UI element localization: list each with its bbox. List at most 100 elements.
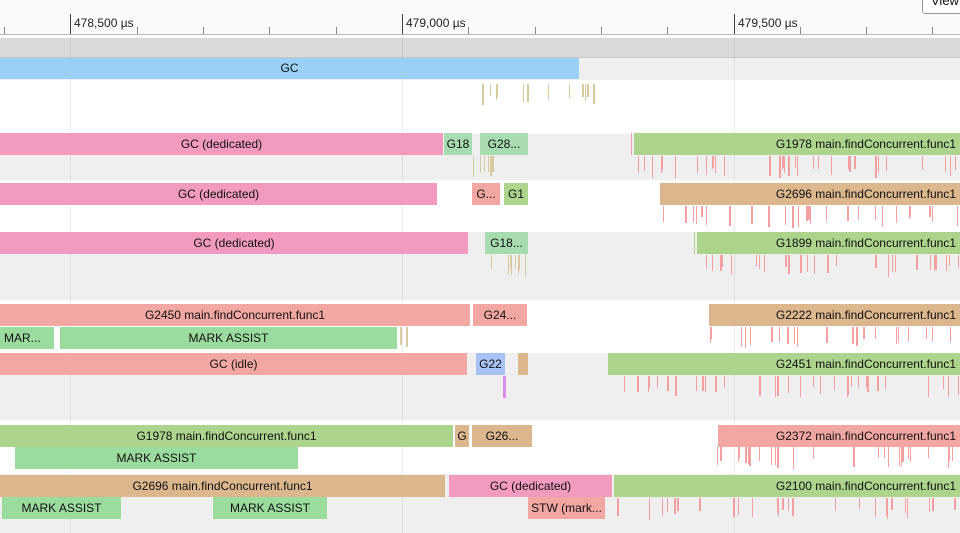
event-tick: [741, 327, 742, 347]
event-tick: [738, 447, 739, 461]
event-tick: [777, 447, 778, 468]
overview-strip[interactable]: [0, 38, 960, 58]
event-tick: [908, 327, 909, 341]
slice-goroutine[interactable]: G2372 main.findConcurrent.func1: [718, 425, 960, 447]
slice-goroutine[interactable]: G2451 main.findConcurrent.func1: [608, 353, 960, 375]
event-tick: [745, 327, 746, 348]
event-tick: [785, 206, 786, 225]
mark-assist-slice[interactable]: MARK ASSIST: [60, 327, 397, 349]
slice-goroutine[interactable]: G1899 main.findConcurrent.func1: [697, 232, 960, 254]
slice-gc-dedicated[interactable]: GC (dedicated): [0, 183, 437, 205]
event-tick: [587, 84, 589, 97]
mark-assist-slice[interactable]: MARK ASSIST: [15, 447, 298, 469]
ruler-minor-tick: [269, 27, 270, 34]
event-tick: [585, 84, 586, 101]
mark-assist-slice[interactable]: MAR...: [0, 327, 54, 349]
event-tick: [957, 206, 958, 226]
slice-goroutine[interactable]: G22: [476, 353, 505, 375]
slice-goroutine[interactable]: G1978 main.findConcurrent.func1: [0, 425, 453, 447]
view-button[interactable]: View: [922, 0, 960, 14]
event-tick: [685, 206, 687, 223]
slice-goroutine[interactable]: G28...: [480, 133, 528, 155]
event-tick: [523, 84, 524, 102]
event-tick: [854, 447, 855, 466]
event-tick: [858, 206, 859, 220]
slice-gc-dedicated[interactable]: GC (dedicated): [0, 232, 468, 254]
event-tick: [482, 84, 484, 105]
slice-goroutine[interactable]: G1: [504, 183, 528, 205]
slice-goroutine[interactable]: G2696 main.findConcurrent.func1: [0, 475, 445, 497]
event-tick: [902, 447, 904, 462]
event-tick: [948, 447, 949, 468]
event-tick: [777, 447, 779, 468]
event-tick: [527, 84, 529, 102]
ruler-minor-tick: [535, 27, 536, 34]
event-tick: [593, 84, 595, 104]
event-tick: [739, 447, 740, 458]
event-tick: [853, 447, 855, 467]
event-tick: [685, 206, 687, 219]
event-tick: [901, 447, 902, 466]
event-tick: [863, 327, 864, 339]
slice-goroutine[interactable]: G18...: [485, 232, 528, 254]
ruler-tick-label: 479,000 µs: [406, 16, 466, 30]
event-tick: [856, 327, 858, 346]
slice-gc-dedicated[interactable]: GC (dedicated): [449, 475, 612, 497]
slice-goroutine[interactable]: G24...: [473, 304, 527, 326]
event-tick: [808, 206, 810, 220]
slice-goroutine[interactable]: G...: [472, 183, 500, 205]
slice-goroutine[interactable]: G2450 main.findConcurrent.func1: [0, 304, 470, 326]
event-tick: [875, 206, 876, 220]
ruler-major-tick: [70, 14, 71, 34]
event-tick: [898, 327, 899, 343]
event-tick: [908, 447, 909, 459]
event-tick: [826, 206, 827, 221]
event-tick: [749, 447, 751, 466]
event-tick: [729, 206, 731, 226]
ruler-minor-tick: [601, 27, 602, 34]
slice-sliver[interactable]: [518, 353, 528, 375]
gc-slice[interactable]: GC: [0, 58, 579, 79]
slice-sliver[interactable]: [631, 133, 632, 155]
stw-slice[interactable]: STW (mark...: [528, 497, 605, 519]
ruler-tick-label: 479,500 µs: [738, 16, 798, 30]
slice-gc-idle[interactable]: GC (idle): [0, 353, 467, 375]
event-tick: [717, 447, 718, 465]
grid-line: [70, 34, 71, 533]
event-tick: [810, 206, 811, 224]
event-tick: [896, 206, 897, 223]
mark-assist-slice[interactable]: MARK ASSIST: [213, 497, 327, 519]
time-ruler[interactable]: 478,500 µs 479,000 µs 479,500 µs: [0, 0, 960, 35]
ruler-tick-label: 478,500 µs: [74, 16, 134, 30]
event-tick: [582, 84, 584, 97]
event-tick: [693, 206, 694, 222]
event-tick: [909, 206, 911, 217]
event-tick: [948, 447, 950, 461]
event-tick: [884, 447, 885, 458]
event-tick: [852, 327, 854, 344]
slice-goroutine[interactable]: G18: [444, 133, 472, 155]
event-tick: [932, 206, 933, 222]
event-tick: [878, 447, 879, 458]
event-tick: [738, 447, 739, 462]
slice-goroutine[interactable]: G: [455, 425, 469, 447]
event-tick: [847, 206, 849, 221]
event-tick: [751, 206, 753, 224]
slice-sliver[interactable]: [694, 232, 695, 254]
event-tick: [701, 206, 703, 217]
slice-goroutine[interactable]: G26...: [472, 425, 532, 447]
event-tick: [952, 447, 953, 461]
slice-goroutine[interactable]: G2100 main.findConcurrent.func1: [614, 475, 960, 497]
event-tick: [748, 447, 749, 464]
event-tick: [490, 84, 491, 96]
event-tick: [826, 327, 828, 343]
event-tick: [888, 447, 889, 467]
slice-gc-dedicated[interactable]: GC (dedicated): [0, 133, 443, 155]
slice-goroutine[interactable]: G2222 main.findConcurrent.func1: [709, 304, 960, 326]
event-tick: [750, 327, 751, 345]
slice-goroutine[interactable]: G1978 main.findConcurrent.func1: [634, 133, 960, 155]
event-tick: [706, 206, 707, 225]
event-tick: [710, 327, 711, 343]
mark-assist-slice[interactable]: MARK ASSIST: [2, 497, 121, 519]
slice-goroutine[interactable]: G2696 main.findConcurrent.func1: [660, 183, 960, 205]
